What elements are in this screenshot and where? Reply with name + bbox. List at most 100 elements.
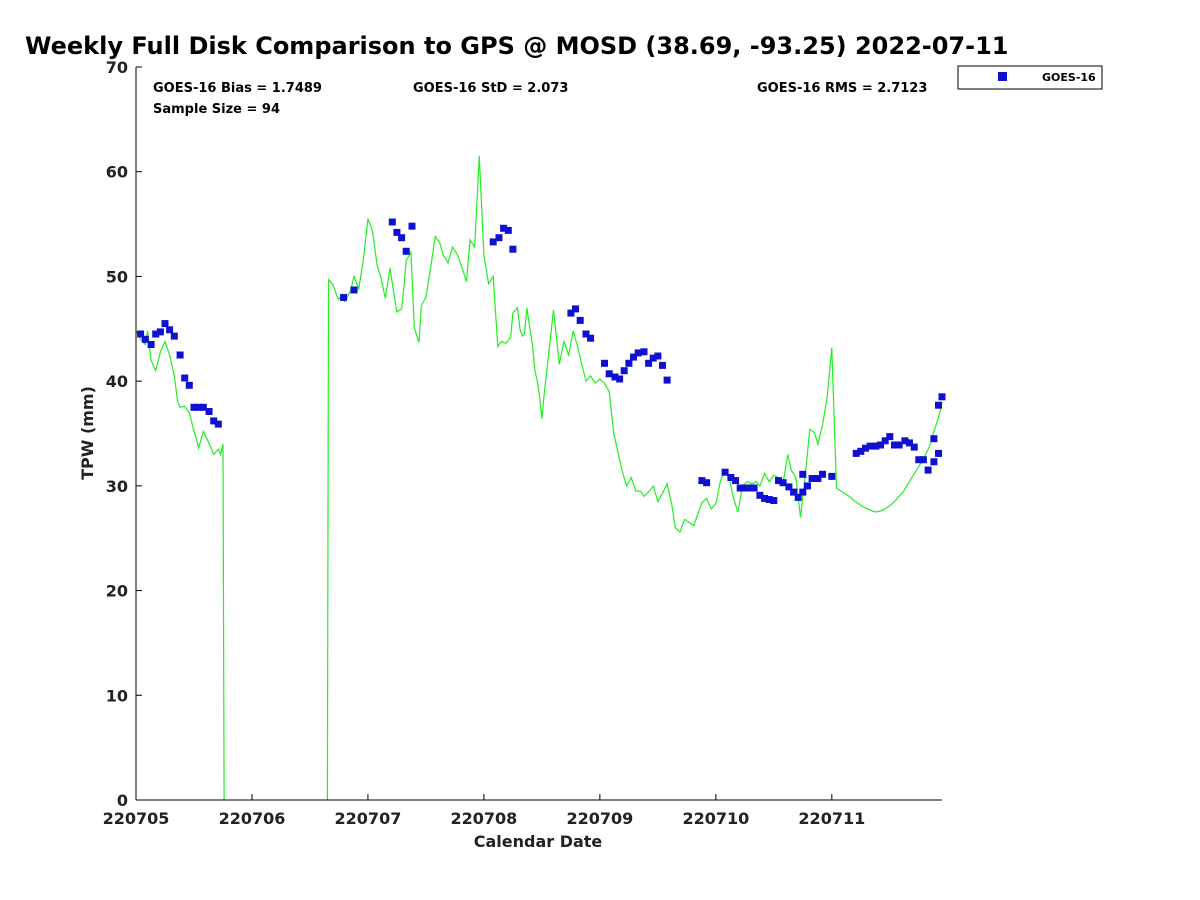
- goes-point: [495, 234, 503, 242]
- goes-point: [576, 316, 584, 324]
- y-tick-label: 30: [106, 477, 128, 496]
- rms-stat: GOES-16 RMS = 2.7123: [757, 81, 927, 96]
- goes-point: [616, 375, 624, 383]
- goes-point: [170, 332, 178, 340]
- sample-size-stat: Sample Size = 94: [153, 102, 280, 117]
- x-axis-label: Calendar Date: [474, 832, 603, 851]
- chart-title: Weekly Full Disk Comparison to GPS @ MOS…: [25, 32, 1008, 60]
- y-tick-label: 0: [117, 791, 128, 810]
- y-tick-label: 40: [106, 372, 128, 391]
- goes-point: [794, 493, 802, 501]
- x-tick-label: 220707: [335, 809, 402, 828]
- goes-point: [649, 354, 657, 362]
- y-tick-label: 70: [106, 58, 128, 77]
- y-tick-label: 20: [106, 582, 128, 601]
- goes-point: [504, 226, 512, 234]
- goes-point: [398, 234, 406, 242]
- goes-point: [340, 293, 348, 301]
- y-tick-label: 60: [106, 163, 128, 182]
- goes-point: [489, 238, 497, 246]
- goes-point: [901, 437, 909, 445]
- goes-point: [698, 477, 706, 485]
- goes-point: [161, 320, 169, 328]
- goes-point: [910, 443, 918, 451]
- goes-point: [862, 444, 869, 452]
- goes-point: [611, 373, 619, 381]
- x-tick-label: 220711: [798, 809, 865, 828]
- goes-point: [761, 494, 769, 502]
- goes-point: [935, 449, 942, 457]
- legend-label: GOES-16: [1042, 71, 1096, 84]
- goes-point: [393, 228, 401, 236]
- goes-point: [732, 477, 740, 485]
- goes-point: [814, 475, 822, 482]
- x-tick-label: 220706: [219, 809, 286, 828]
- goes-point: [509, 245, 517, 253]
- goes-point: [779, 479, 787, 487]
- goes-point: [727, 474, 735, 481]
- goes-point: [195, 403, 203, 411]
- goes-point: [147, 341, 155, 348]
- y-tick-label: 10: [106, 686, 128, 705]
- goes-point: [625, 359, 633, 367]
- goes-point: [210, 417, 218, 425]
- legend-box: [957, 65, 1103, 90]
- goes-point: [746, 484, 753, 492]
- gps-line-segment: [135, 330, 225, 801]
- x-tick-label: 220708: [451, 809, 518, 828]
- goes-point: [630, 353, 637, 361]
- goes-point: [852, 449, 860, 457]
- x-tick-label: 220710: [682, 809, 749, 828]
- goes-point: [582, 330, 590, 338]
- goes-point: [181, 374, 189, 382]
- goes-point: [915, 456, 923, 464]
- goes-point: [872, 442, 880, 450]
- goes-point: [152, 330, 160, 338]
- goes-point: [828, 472, 836, 480]
- goes-point: [567, 309, 575, 317]
- goes-point: [166, 326, 174, 334]
- x-tick-label: 220705: [103, 809, 170, 828]
- goes-point: [938, 393, 946, 401]
- goes-series: [137, 218, 946, 504]
- goes-point: [402, 247, 410, 255]
- goes-point: [906, 439, 913, 447]
- goes-point: [775, 477, 782, 485]
- goes-point: [640, 348, 648, 356]
- goes-point: [654, 352, 662, 360]
- goes-point: [886, 433, 894, 441]
- gps-line-segment: [326, 155, 943, 801]
- goes-point: [141, 335, 149, 343]
- bias-stat: GOES-16 Bias = 1.7489: [153, 81, 322, 96]
- goes-point: [605, 370, 613, 378]
- goes-point: [634, 349, 642, 357]
- goes-point: [572, 305, 579, 313]
- goes-point: [205, 408, 213, 415]
- goes-point: [895, 441, 903, 449]
- goes-point: [156, 328, 164, 336]
- gps-series: [135, 155, 943, 801]
- goes-point: [770, 497, 778, 504]
- goes-point: [721, 468, 729, 476]
- goes-point: [703, 479, 711, 487]
- goes-point: [881, 437, 889, 445]
- goes-point: [741, 484, 749, 492]
- goes-point: [804, 482, 811, 490]
- goes-point: [819, 470, 826, 478]
- goes-point: [199, 403, 207, 411]
- goes-point: [500, 224, 508, 232]
- goes-point: [799, 488, 807, 496]
- goes-point: [756, 491, 764, 499]
- goes-point: [808, 475, 816, 482]
- std-stat: GOES-16 StD = 2.073: [413, 81, 568, 96]
- goes-point: [930, 458, 938, 466]
- y-axis-label: TPW (mm): [78, 386, 97, 480]
- goes-point: [857, 447, 865, 455]
- goes-point: [891, 441, 898, 449]
- goes-point: [601, 359, 608, 367]
- goes-point: [866, 442, 874, 450]
- goes-point: [877, 441, 884, 449]
- goes-point: [185, 381, 193, 389]
- goes-point: [214, 420, 222, 428]
- goes-point: [176, 351, 184, 359]
